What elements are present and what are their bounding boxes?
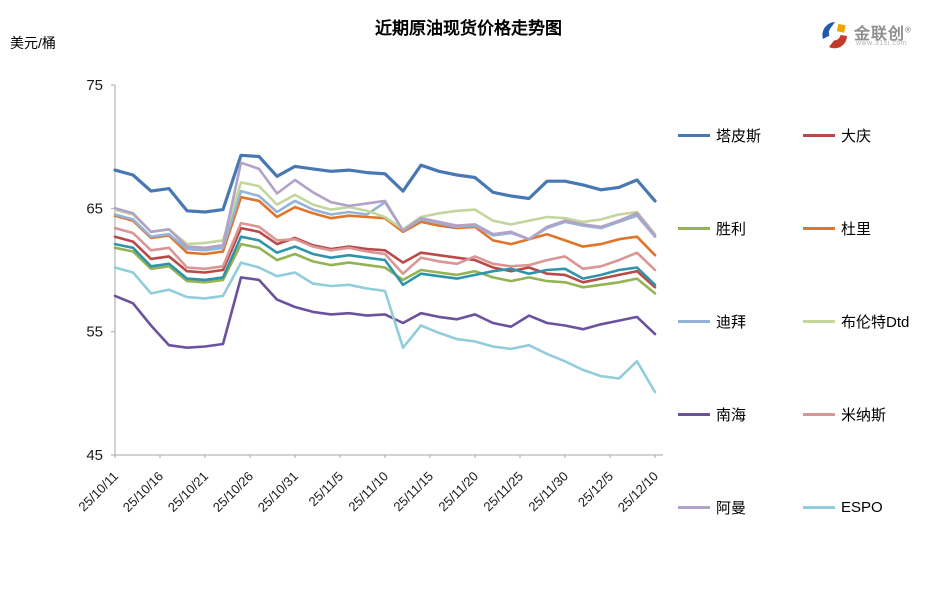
legend-item-布伦特Dtd: 布伦特Dtd [803,311,928,331]
legend-item-南海: 南海 [678,404,803,424]
legend-label: 米纳斯 [841,406,887,424]
legend-swatch [803,319,835,323]
legend-label: 布伦特Dtd [841,313,910,331]
series-line-南海 [113,276,657,350]
legend-label: 阿曼 [716,499,747,517]
x-tick-label: 25/10/26 [210,469,256,515]
x-tick-label: 25/11/10 [345,469,391,515]
x-tick-label: 25/12/5 [575,469,616,510]
x-tick-label: 25/11/30 [525,469,571,515]
legend-item-胜利: 胜利 [678,218,803,238]
legend-item-迪拜: 迪拜 [678,311,803,331]
legend-swatch [678,133,710,137]
brand-name: 金联创® [854,25,912,43]
series-line-米纳斯 [113,221,657,276]
series-line-胜利 [113,242,657,295]
series-line-塔皮斯 [113,153,657,214]
legend-label: 杜里 [841,220,872,238]
y-tick-label: 55 [86,324,103,341]
legend-swatch [803,412,835,416]
legend-swatch [678,226,710,230]
series-line-阿曼 [113,161,657,250]
y-tick-label: 65 [86,200,103,217]
legend-label: 塔皮斯 [716,127,762,145]
x-tick-label: 25/11/20 [435,469,481,515]
brand-logo-icon [822,22,847,49]
y-tick-label: 75 [86,77,103,94]
legend-label: 迪拜 [716,313,747,331]
legend-label: 南海 [716,406,747,424]
legend-swatch [803,226,835,230]
legend-swatch [803,505,835,509]
series-line-大庆 [113,226,657,289]
x-tick-label: 25/10/21 [165,469,211,515]
legend-item-ESPO: ESPO [803,497,928,517]
x-tick-label: 25/10/31 [255,469,301,515]
x-tick-label: 25/11/25 [480,469,526,515]
y-tick-label: 45 [86,447,103,464]
series-line-布伦特Dtd [113,181,657,246]
y-axis-unit-label: 美元/桶 [10,35,56,51]
x-tick-label: 25/11/5 [306,469,347,510]
legend-label: ESPO [841,498,883,516]
legend-swatch [678,319,710,323]
legend-item-米纳斯: 米纳斯 [803,404,928,424]
legend-item-杜里: 杜里 [803,218,928,238]
legend-label: 大庆 [841,127,872,145]
legend-swatch [803,133,835,137]
x-tick-label: 25/11/15 [390,469,436,515]
x-tick-label: 25/12/10 [615,469,661,515]
brand-logo: 金联创® www.315i.com [820,18,930,58]
legend-item-阿曼: 阿曼 [678,497,803,517]
registered-mark: ® [905,25,912,35]
legend-item-大庆: 大庆 [803,125,928,145]
x-tick-label: 25/10/16 [120,469,166,515]
legend-swatch [678,505,710,509]
series-line-unlabeled [113,235,657,287]
series-line-ESPO [113,261,657,394]
legend-item-塔皮斯: 塔皮斯 [678,125,803,145]
page-title: 近期原油现货价格走势图 [375,19,562,38]
legend-swatch [678,412,710,416]
chart-legend: 塔皮斯 大庆胜利 杜里迪拜 布伦特Dtd 南海 米纳斯阿曼 ESPO [678,125,928,590]
brand-url: www.315i.com [856,40,908,47]
legend-label: 胜利 [716,220,747,238]
x-tick-label: 25/10/11 [75,469,121,515]
